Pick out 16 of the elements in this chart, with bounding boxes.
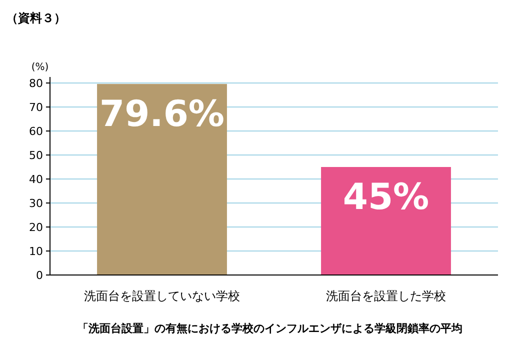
chart-title: （資料３） [6, 11, 66, 25]
y-tick-label: 40 [29, 173, 43, 186]
data-label: 79.6% [100, 94, 224, 135]
y-tick-label: 80 [29, 77, 43, 90]
x-tick-label: 洗面台を設置していない学校 [84, 289, 240, 303]
y-tick-label: 50 [29, 149, 43, 162]
y-tick-label: 70 [29, 101, 43, 114]
y-axis-title: (%) [31, 62, 49, 73]
text: 「洗面台設置」の有無における学校のインフルエンザによる学級閉鎖率の平均 [78, 322, 462, 335]
y-tick-label: 0 [36, 269, 43, 282]
data-label: 45% [342, 177, 430, 218]
y-tick-label: 30 [29, 197, 43, 210]
x-tick-label: 洗面台を設置した学校 [326, 289, 446, 303]
y-tick-label: 20 [29, 221, 43, 234]
y-tick-label: 60 [29, 125, 43, 138]
y-tick-label: 10 [29, 245, 43, 258]
